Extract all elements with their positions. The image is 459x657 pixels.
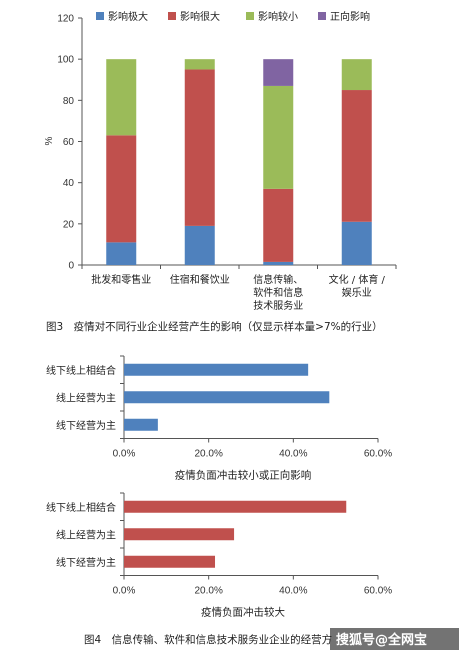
bar-segment [263,188,294,262]
legend-swatch [96,12,104,20]
x-category-label: 信息传输、 [253,273,303,286]
y-tick-label: 120 [57,14,74,25]
bar-segment [106,135,137,243]
category-label: 线上经营为主 [56,391,116,404]
bar-segment [263,261,294,265]
bar-segment [106,242,137,265]
legend-label: 影响极大 [108,10,148,23]
bar [124,500,347,513]
bar [124,418,158,431]
watermark-backdrop [330,628,459,650]
x-category-label: 技术服务业 [253,299,303,312]
bar [124,363,309,376]
value-tick-label: 20.0% [194,586,222,597]
bar-segment [263,59,294,86]
y-axis-label: % [44,136,55,145]
value-tick-label: 20.0% [194,449,222,460]
x-category-label: 娱乐业 [342,286,372,299]
bar [124,391,330,404]
y-tick-label: 100 [57,55,74,66]
bar [124,555,216,568]
horizontal-bar-chart-small-impact: 0.0% 20.0% 40.0% 60.0% 线下线上相结合线上经营为主线下经营为主疫情… [46,355,392,482]
bar-segment [184,59,215,70]
legend-label: 正向影响 [330,10,370,23]
value-tick-label: 60.0% [364,449,392,460]
value-tick-label: 0.0% [113,449,136,460]
category-label: 线下线上相结合 [46,501,116,514]
y-tick-label: 20 [63,219,75,230]
bar-segment [341,59,372,91]
y-tick-label: 80 [63,96,75,107]
bar-segment [184,69,215,226]
x-axis-title: 疫情负面冲击较大 [201,606,285,619]
bar-segment [106,59,137,136]
bar [124,528,235,541]
x-category-label: 批发和零售业 [91,273,151,286]
value-tick-label: 40.0% [279,586,307,597]
category-label: 线上经营为主 [56,528,116,541]
stacked-bar-chart: 0 20 40 60 80 100 120% 批发和零售业 住宿和餐饮业 信息传输、软件和信息技术… [44,10,397,312]
y-tick-label: 60 [63,137,75,148]
value-tick-label: 40.0% [279,449,307,460]
category-label: 线下经营为主 [56,556,116,569]
x-axis-title: 疫情负面冲击较小或正向影响 [175,469,312,482]
x-category-label: 软件和信息 [253,286,303,299]
bar-segment [263,85,294,189]
horizontal-bar-chart-large-impact: 0.0% 20.0% 40.0% 60.0% 线下线上相结合线上经营为主线下经营为主疫情… [46,492,392,619]
legend-swatch [246,12,254,20]
legend-label: 影响较小 [258,10,298,23]
figure4-caption: 图4 信息传输、软件和信息技术服务业企业的经营方 [84,633,332,646]
y-tick-label: 40 [63,178,75,189]
legend-swatch [168,12,176,20]
bar-segment [341,221,372,265]
legend-label: 影响很大 [180,10,220,23]
bar-segment [184,225,215,265]
value-tick-label: 60.0% [364,586,392,597]
y-tick-label: 0 [68,261,74,272]
figure3-caption: 图3 疫情对不同行业企业经营产生的影响（仅显示样本量>7%的行业） [46,320,383,333]
watermark: 搜狐号@全网宝 [336,632,427,648]
category-label: 线下线上相结合 [46,364,116,377]
value-tick-label: 0.0% [113,586,136,597]
legend-swatch [318,12,326,20]
category-label: 线下经营为主 [56,419,116,432]
x-category-label: 文化 / 体育 / [329,273,386,286]
bar-segment [341,90,372,222]
x-category-label: 住宿和餐饮业 [170,273,230,286]
